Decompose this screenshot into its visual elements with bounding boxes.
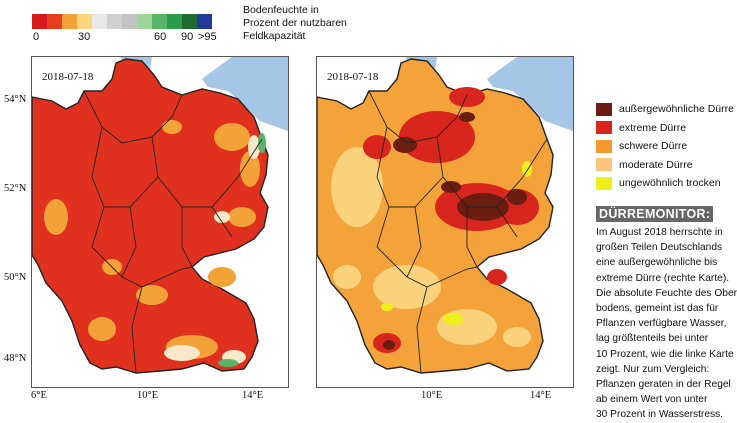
scale-tick-0: 0 <box>33 31 40 43</box>
lon-label-10: 10°E <box>137 390 159 401</box>
scale-title-line: Feldkapazität <box>243 30 306 42</box>
state-borders <box>83 90 263 374</box>
legend-item: schwere Dürre <box>596 139 734 153</box>
drought-map: 2018-07-18 <box>316 56 574 388</box>
monitor-line: Pflanzen geraten in der Regel <box>596 379 731 391</box>
legend-swatch <box>596 158 612 171</box>
legend-swatch <box>596 102 612 116</box>
legend-label: außergewöhnliche Dürre <box>619 103 734 115</box>
lat-label-52: 52°N <box>4 183 27 194</box>
map-date: 2018-07-18 <box>327 71 379 83</box>
lat-label-54: 54°N <box>4 94 27 105</box>
baltic-sea <box>487 57 573 131</box>
monitor-line: eine außergewöhnliche bis <box>596 257 718 269</box>
legend-item: ungewöhnlich trocken <box>596 176 734 190</box>
lon-label-10: 10°E <box>421 390 443 401</box>
monitor-title: DÜRREMONITOR: <box>596 206 714 222</box>
lat-label-48: 48°N <box>4 353 27 364</box>
scale-tick-95: >95 <box>198 31 217 43</box>
legend-label: schwere Dürre <box>619 140 688 152</box>
soil-moisture-map-graphic <box>32 57 288 374</box>
germany-shape <box>32 58 269 374</box>
scale-cell <box>182 14 197 29</box>
scale-cell <box>92 14 107 29</box>
legend-swatch <box>596 121 612 134</box>
legend-item: moderate Dürre <box>596 158 734 172</box>
scale-cell <box>107 14 122 29</box>
state-borders <box>368 90 548 374</box>
scale-tick-60: 60 <box>154 31 167 43</box>
scale-cell <box>167 14 182 29</box>
monitor-text: Im August 2018 herrschte in großen Teile… <box>596 225 737 423</box>
drought-map-graphic <box>317 57 573 374</box>
scale-title-line: Prozent der nutzbaren <box>243 17 347 29</box>
map-date: 2018-07-18 <box>42 71 94 83</box>
monitor-line: lag größtenteils bei unter <box>596 333 709 345</box>
scale-cell <box>122 14 137 29</box>
monitor-line: 30 Prozent in Wasserstress. <box>596 409 724 421</box>
monitor-line: großen Teilen Deutschlands <box>596 242 723 254</box>
baltic-sea <box>202 57 288 131</box>
monitor-line: bodens, gemeint ist das für <box>596 303 719 315</box>
scale-cell <box>197 14 212 29</box>
scale-cell <box>47 14 62 29</box>
scale-cell <box>32 14 47 29</box>
scale-title: Bodenfeuchte in Prozent der nutzbaren Fe… <box>243 4 363 43</box>
scale-cell <box>77 14 92 29</box>
scale-cell <box>137 14 152 29</box>
drought-patches-dry <box>381 161 532 325</box>
scale-title-line: Bodenfeuchte in <box>243 4 319 16</box>
monitor-line: extreme Dürre (rechte Karte). <box>596 272 730 284</box>
drought-monitor-box: DÜRREMONITOR: Im August 2018 herrschte i… <box>596 205 737 423</box>
monitor-line: 10 Prozent, wie die linke Karte <box>596 348 734 360</box>
monitor-line: Im August 2018 herrschte in <box>596 227 723 238</box>
scale-cell <box>152 14 167 29</box>
legend-label: ungewöhnlich trocken <box>619 177 721 189</box>
monitor-line: zeigt. Nur zum Vergleich: <box>596 363 710 375</box>
moisture-patches-green <box>218 133 266 367</box>
monitor-line: Die absolute Feuchte des Ober- <box>596 287 737 299</box>
legend-item: extreme Dürre <box>596 121 734 135</box>
legend-swatch <box>596 139 612 153</box>
lat-label-50: 50°N <box>4 272 27 283</box>
legend-label: extreme Dürre <box>619 121 687 134</box>
scale-tick-30: 30 <box>78 31 91 43</box>
lon-label-14: 14°E <box>242 390 264 401</box>
monitor-line: ab einem Wert von unter <box>596 394 708 406</box>
soil-moisture-color-scale <box>32 14 212 29</box>
lon-label-14: 14°E <box>530 390 552 401</box>
legend-swatch <box>596 176 612 190</box>
monitor-line: Pflanzen verfügbare Wasser, <box>596 318 727 330</box>
legend-label: moderate Dürre <box>619 158 693 171</box>
legend-item: außergewöhnliche Dürre <box>596 102 734 116</box>
scale-cell <box>62 14 77 29</box>
soil-moisture-map: 2018-07-18 <box>31 56 289 388</box>
scale-tick-90: 90 <box>181 31 194 43</box>
drought-legend: außergewöhnliche Dürre extreme Dürre sch… <box>596 102 734 195</box>
lon-label-6: 6°E <box>31 390 47 401</box>
